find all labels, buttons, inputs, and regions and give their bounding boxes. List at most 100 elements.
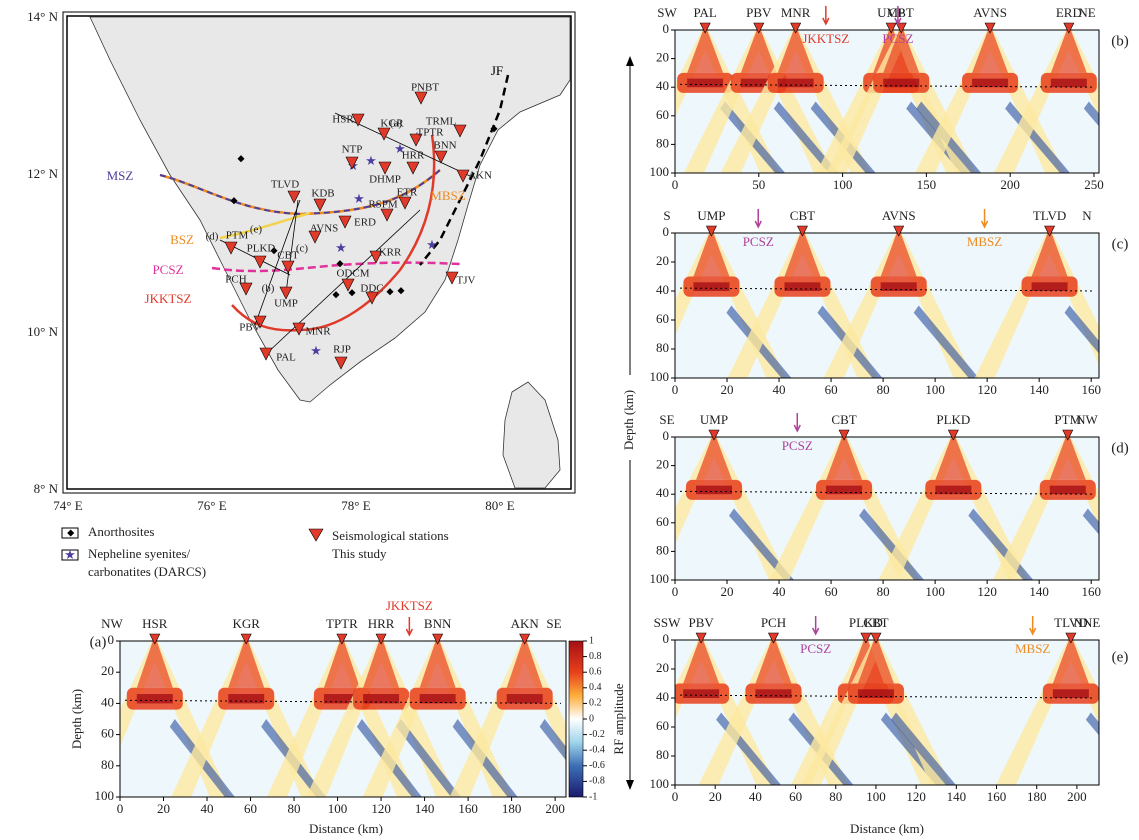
station-label: MNR: [781, 5, 811, 20]
station-label: CBT: [790, 208, 815, 223]
station-marker: [796, 225, 808, 237]
lon-label: 80° E: [485, 498, 514, 513]
station-marker: [378, 161, 392, 175]
moho-dashed: [679, 83, 1095, 88]
legend-triangle: [308, 528, 324, 542]
station-marker: [695, 632, 707, 644]
station-marker: [1063, 22, 1075, 34]
fault-label: BSZ: [170, 232, 194, 247]
legend-box: [61, 549, 79, 561]
rf-first: [880, 233, 917, 277]
panel-label: (a): [90, 634, 107, 650]
x-tick-label: 180: [1027, 789, 1047, 804]
station-marker: [1062, 429, 1074, 441]
x-tick-label: 180: [502, 801, 522, 816]
y-tick-label: 0: [663, 224, 670, 239]
station-marker: [287, 190, 301, 204]
x-tick-label: 0: [672, 177, 679, 192]
x-axis-label: Distance (km): [309, 821, 383, 836]
y-tick-label: 0: [663, 428, 670, 443]
station-marker: [279, 286, 293, 300]
y-axis-label: Depth (km): [69, 689, 84, 749]
panel-label: (d): [1111, 440, 1129, 456]
x-tick-label: 120: [977, 584, 997, 599]
station-label: DDC: [360, 283, 383, 295]
nepheline-star: ★: [310, 343, 322, 358]
station-label: AKN: [468, 170, 492, 182]
station-marker: [224, 241, 238, 255]
rf-moho-core: [755, 689, 792, 698]
rf-first: [323, 641, 360, 688]
x-tick-label: 100: [833, 177, 853, 192]
rf-moveout-neg: [396, 719, 462, 797]
msz-fault: [159, 169, 441, 216]
station-label: KGR: [232, 616, 260, 631]
y-axis-label: Depth (km): [621, 390, 636, 450]
station-marker: [895, 22, 907, 34]
station-label: HSR: [142, 616, 168, 631]
station-marker: [369, 250, 383, 264]
colorbar-tick-label: 0.4: [589, 682, 602, 693]
y-tick-label: 40: [101, 694, 114, 709]
y-tick-label: 60: [101, 726, 114, 741]
y-tick-label: 60: [656, 514, 669, 529]
x-tick-label: 0: [672, 789, 679, 804]
rf-moveout: [995, 640, 1099, 785]
station-marker: [149, 633, 161, 645]
station-label: PTM: [226, 230, 249, 242]
station-label: PLKD: [849, 615, 883, 630]
station-label: KDB: [311, 188, 334, 200]
station-label: BNN: [424, 616, 452, 631]
station-marker: [334, 356, 348, 370]
station-label: KRR: [379, 247, 402, 259]
station-marker: [432, 633, 444, 645]
rf-moho-core: [323, 694, 360, 704]
x-tick-label: 60: [825, 584, 838, 599]
y-tick-label: 100: [650, 164, 670, 179]
rf-first: [935, 437, 972, 480]
station-marker: [409, 133, 423, 147]
rf-first: [755, 640, 792, 684]
station-label: ETR: [397, 187, 418, 199]
y-tick-label: 40: [656, 78, 669, 93]
nepheline-star: ★: [335, 240, 347, 255]
station-marker: [519, 633, 531, 645]
y-tick-label: 20: [101, 663, 114, 678]
x-tick-label: 150: [917, 177, 937, 192]
colorbar: [568, 640, 584, 798]
x-tick-label: 40: [201, 801, 214, 816]
lon-label: 74° E: [53, 498, 82, 513]
zone-label: MBSZ: [967, 234, 1002, 249]
station-marker: [456, 169, 470, 183]
x-tick-label: 160: [987, 789, 1007, 804]
x-tick-label: 0: [117, 801, 124, 816]
station-label: AVNS: [310, 223, 339, 235]
rf-first: [136, 641, 173, 688]
legend-label: Anorthosites: [88, 524, 154, 539]
y-tick-label: 100: [650, 776, 670, 791]
fault-label: MSZ: [107, 168, 134, 183]
station-label: TPTR: [326, 616, 358, 631]
profile-label: (b): [262, 283, 275, 295]
station-marker: [1065, 632, 1077, 644]
station-marker: [885, 22, 897, 34]
station-marker: [406, 161, 420, 175]
station-marker: [281, 260, 295, 274]
fault-label: MBSZ: [430, 188, 465, 203]
x-tick-label: 140: [1029, 382, 1049, 397]
station-label: PBV: [688, 615, 714, 630]
y-tick-label: 100: [95, 788, 115, 803]
jf-fault: [419, 74, 510, 266]
x-tick-label: 160: [1081, 382, 1101, 397]
station-label: TJV: [457, 275, 476, 287]
station-marker: [259, 347, 273, 361]
rf-moveout-neg: [729, 508, 795, 580]
x-tick-label: 20: [721, 584, 734, 599]
rf-moho-core: [1052, 689, 1089, 698]
anorthosites: [230, 125, 498, 299]
profile-label: (c): [296, 243, 309, 255]
lat-label: 12° N: [27, 166, 58, 181]
station-marker: [398, 196, 412, 210]
station-marker: [414, 91, 428, 105]
station-marker: [308, 230, 322, 244]
